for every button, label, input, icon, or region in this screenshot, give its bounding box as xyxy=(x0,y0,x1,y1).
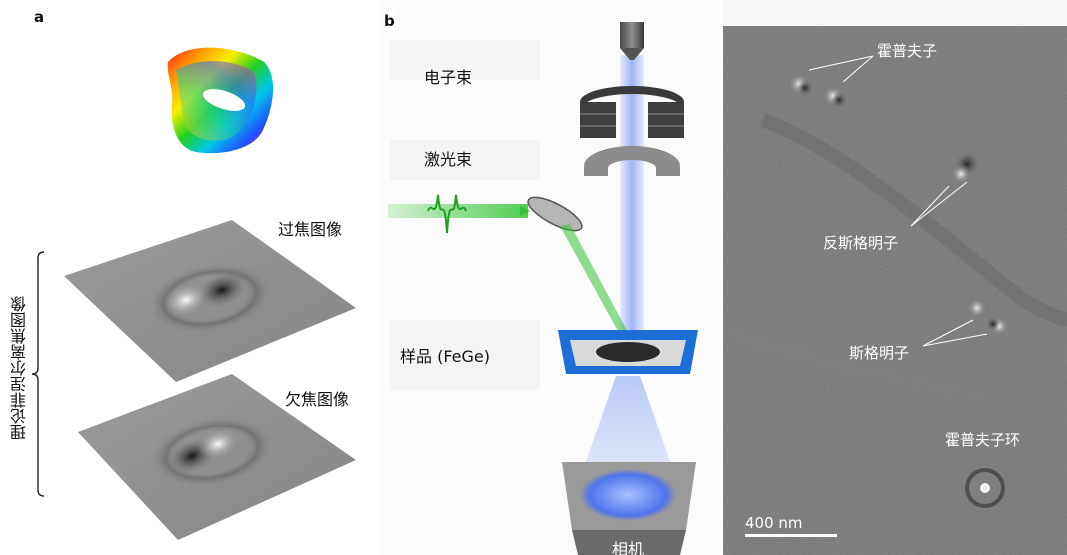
scale-bar xyxy=(745,534,837,537)
camera-label: 相机 xyxy=(612,540,645,555)
bg-panel xyxy=(390,40,540,80)
electron-cone xyxy=(576,376,680,490)
laser-pulse-icon xyxy=(427,194,467,234)
panel-b-letter: b xyxy=(384,12,395,30)
laser-reflected xyxy=(560,224,632,342)
camera-icon xyxy=(562,462,696,555)
overfocus-label: 过焦图像 xyxy=(278,220,343,239)
underfocus-label: 欠焦图像 xyxy=(285,390,350,409)
sample-holder-icon xyxy=(558,330,698,374)
panel-c-letter: c xyxy=(723,8,724,26)
skyrmion-feature xyxy=(967,298,1009,336)
panel-a: a xyxy=(0,0,380,555)
pointer-lines xyxy=(808,55,988,347)
panel-b-graphic xyxy=(388,22,698,555)
bg-panel xyxy=(390,320,540,390)
antiskyrmion-feature xyxy=(951,152,979,184)
hopfion-ring-feature xyxy=(965,468,1005,508)
sample-label: 样品 (FeGe) xyxy=(400,347,490,366)
magnetic-lens-icon xyxy=(580,86,684,138)
hopfion-torus-icon xyxy=(167,47,274,154)
underfocus-plate xyxy=(78,374,356,540)
scale-bar-label: 400 nm xyxy=(745,514,803,532)
electron-beam xyxy=(620,55,644,345)
bg-panel xyxy=(390,140,540,180)
laser-beam xyxy=(388,204,528,218)
mirror-icon xyxy=(527,196,583,232)
electron-beam-label: 电子束 xyxy=(424,68,473,87)
laser-beam-label: 激光束 xyxy=(424,150,473,169)
hopfion-label: 霍普夫子 xyxy=(877,42,938,60)
panel-b: b xyxy=(380,0,720,555)
antiskyrmion-label: 反斯格明子 xyxy=(823,234,899,252)
hopfion-feature xyxy=(788,73,847,108)
hopfion-ring-label: 霍普夫子环 xyxy=(945,431,1021,449)
bracket xyxy=(31,251,45,497)
electron-gun-icon xyxy=(620,22,644,60)
panel-c: c 霍普夫子 反斯格明 xyxy=(723,0,1067,555)
condenser-lens-icon xyxy=(584,146,680,176)
panel-a-letter: a xyxy=(34,8,45,26)
lorentz-tem-image xyxy=(723,26,1067,555)
skyrmion-label: 斯格明子 xyxy=(849,344,910,362)
bracket-label: 理论菲涅尔离焦图像 xyxy=(10,296,29,440)
overfocus-plate xyxy=(64,220,356,382)
panel-a-graphic xyxy=(31,47,356,540)
